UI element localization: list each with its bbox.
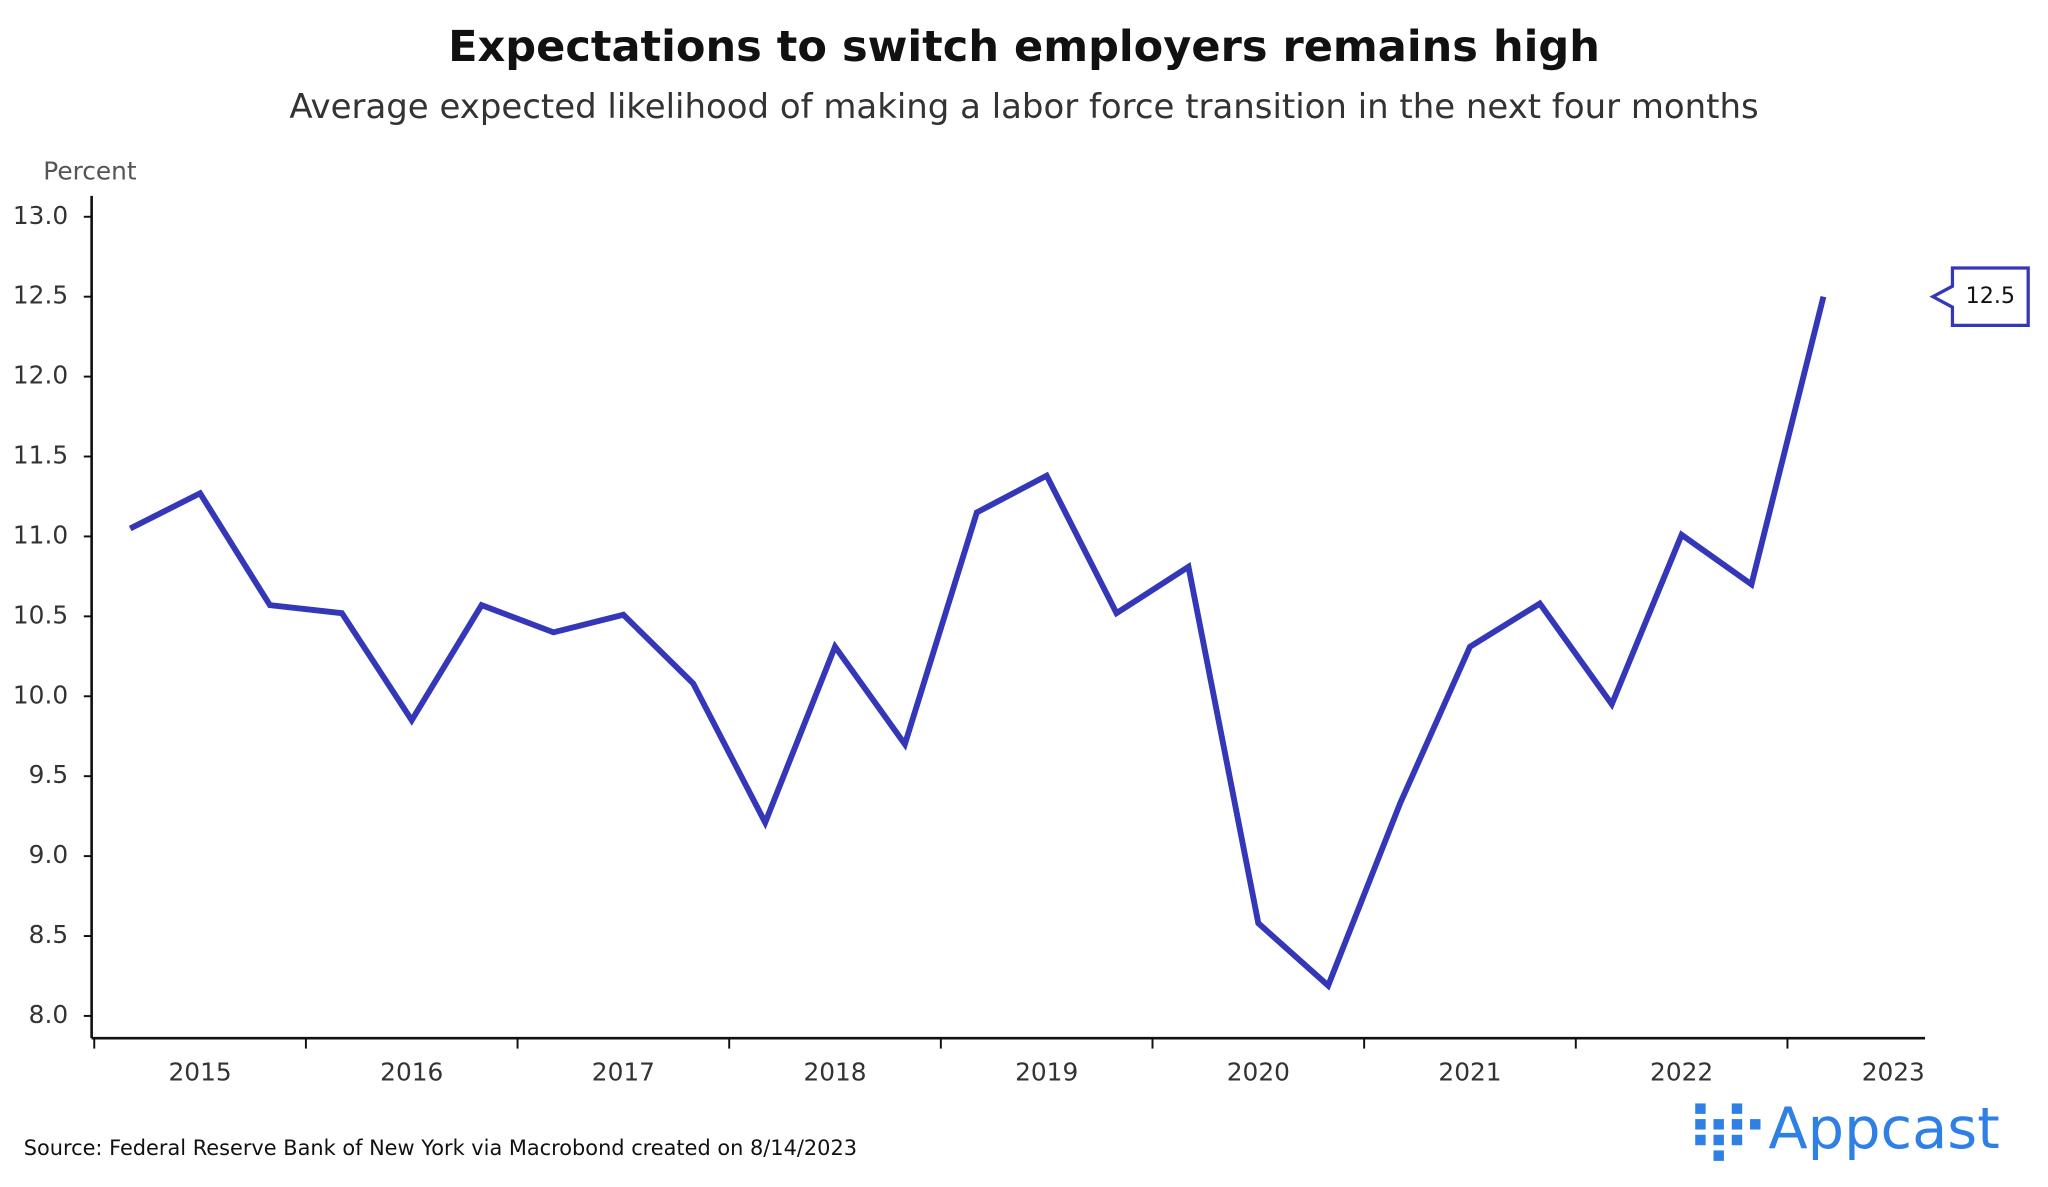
source-note: Source: Federal Reserve Bank of New York… <box>24 1136 857 1160</box>
y-tick-label: 10.0 <box>13 680 68 709</box>
y-tick-label: 13.0 <box>13 201 68 230</box>
x-tick-label: 2019 <box>1015 1057 1078 1086</box>
x-tick-label: 2015 <box>169 1057 232 1086</box>
y-tick-label: 12.0 <box>13 361 68 390</box>
logo-text: Appcast <box>1768 1095 1999 1162</box>
x-tick-label: 2017 <box>592 1057 655 1086</box>
x-tick-label: 2020 <box>1227 1057 1290 1086</box>
y-tick-label: 11.0 <box>13 520 68 549</box>
y-tick-label: 11.5 <box>13 441 68 470</box>
chart-title: Expectations to switch employers remains… <box>448 22 1600 72</box>
x-tick-label: 2021 <box>1438 1057 1501 1086</box>
value-label: 12.5 <box>1966 283 2015 309</box>
x-tick-label: 2022 <box>1650 1057 1713 1086</box>
y-tick-label: 9.0 <box>29 840 68 869</box>
chart-subtitle: Average expected likelihood of making a … <box>289 87 1758 127</box>
x-tick-label: 2023 <box>1862 1057 1925 1086</box>
y-tick-label: 9.5 <box>29 760 68 789</box>
x-tick-label: 2018 <box>803 1057 866 1086</box>
y-tick-label: 8.0 <box>29 1000 68 1029</box>
y-tick-label: 10.5 <box>13 600 68 629</box>
x-tick-label: 2016 <box>380 1057 443 1086</box>
y-axis-label: Percent <box>43 156 137 185</box>
y-tick-label: 8.5 <box>29 920 68 949</box>
logo-icon <box>1695 1103 1761 1161</box>
value-callout <box>1929 266 2030 328</box>
data-line <box>128 295 1827 991</box>
y-tick-label: 12.5 <box>13 281 68 310</box>
